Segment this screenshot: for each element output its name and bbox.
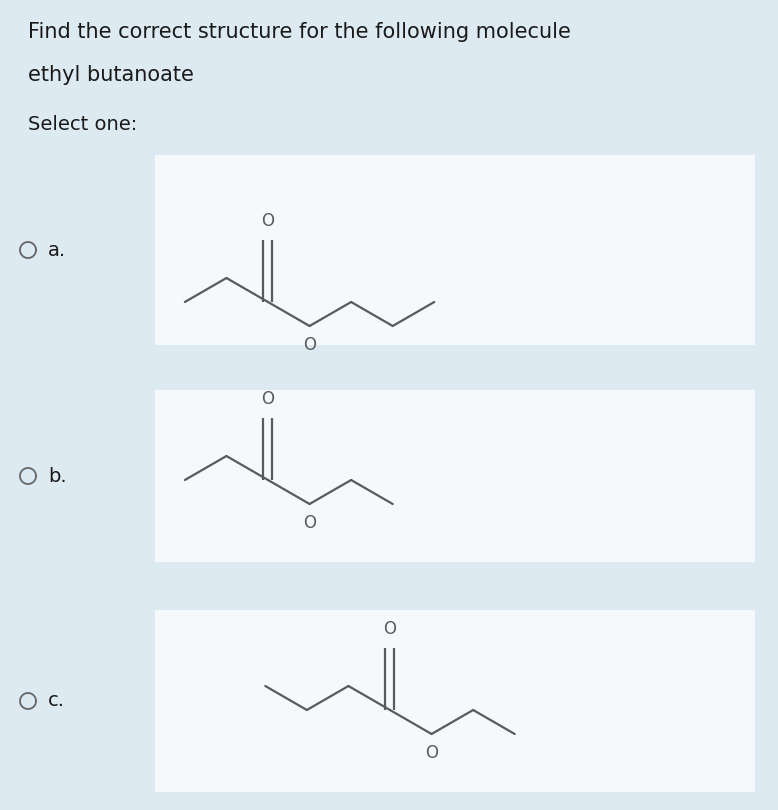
Text: O: O (261, 212, 275, 230)
Text: ethyl butanoate: ethyl butanoate (28, 65, 194, 85)
Text: a.: a. (48, 241, 66, 259)
Text: c.: c. (48, 692, 65, 710)
Bar (155, 610, 755, 792)
Text: O: O (303, 514, 316, 532)
Text: O: O (303, 336, 316, 354)
Text: O: O (384, 620, 397, 638)
Bar (155, 155, 755, 345)
Text: O: O (425, 744, 438, 762)
Text: O: O (261, 390, 275, 408)
Text: b.: b. (48, 467, 67, 485)
Bar (155, 390, 755, 562)
Text: Select one:: Select one: (28, 115, 137, 134)
Text: Find the correct structure for the following molecule: Find the correct structure for the follo… (28, 22, 571, 42)
